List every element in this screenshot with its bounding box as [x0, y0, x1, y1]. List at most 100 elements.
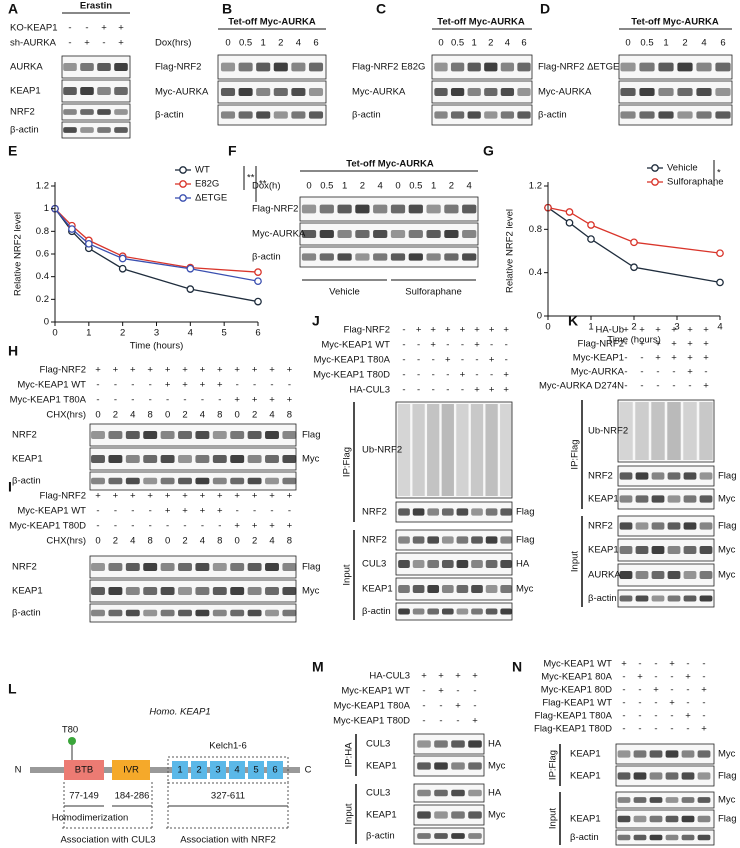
kelch-repeat: [267, 761, 283, 779]
condition-label: Myc-KEAP1 WT: [321, 340, 390, 351]
band: [143, 431, 158, 439]
row-tag: Myc: [302, 586, 320, 597]
point: [84, 239, 93, 248]
row-label: β-actin: [570, 832, 599, 843]
condition-label: Myc-KEAP1 T80A: [334, 701, 411, 712]
condition-mark: +: [130, 491, 136, 502]
band: [696, 111, 712, 119]
smear: [441, 404, 454, 496]
band: [114, 63, 128, 71]
condition-label: Flag-NRF2: [578, 339, 624, 350]
condition-mark: +: [182, 365, 188, 376]
condition-label: Flag-KEAP1 T80D: [534, 724, 612, 735]
legend-label: WT: [195, 165, 210, 176]
band: [620, 88, 636, 96]
condition-mark: +: [687, 325, 693, 336]
condition-mark: 6: [720, 38, 725, 49]
band: [699, 472, 713, 480]
panel-title: Tet-off Myc-AURKA: [228, 17, 316, 28]
chart: E WT E82G ΔETGE 0 0.2 0.4 0.6 0.8 1 1.2 0 1 2 3 4 5 6 Time…: [8, 143, 267, 352]
condition-mark: -: [622, 685, 625, 696]
band: [471, 608, 483, 615]
band: [282, 587, 297, 595]
band: [63, 63, 77, 71]
domain-label: BTB: [75, 765, 93, 776]
condition-mark: -: [624, 339, 627, 350]
band: [633, 834, 647, 841]
condition-mark: -: [656, 381, 659, 392]
condition-mark: 1: [663, 38, 668, 49]
condition-mark: 2: [113, 410, 118, 421]
condition-mark: +: [703, 381, 709, 392]
kelch-repeat: [191, 761, 207, 779]
band: [63, 87, 77, 95]
condition-mark: -: [96, 380, 99, 391]
band: [417, 740, 431, 748]
x-tick-label: 3: [674, 322, 679, 333]
band: [108, 609, 123, 617]
condition-mark: +: [287, 521, 293, 532]
kelch-number: 6: [272, 765, 277, 776]
band: [434, 88, 448, 96]
condition-label: Myc-KEAP1 WT: [17, 380, 86, 391]
band: [683, 522, 697, 530]
band: [434, 811, 448, 819]
band: [681, 834, 695, 841]
condition-label: Myc-KEAP1 80D: [541, 685, 612, 696]
band: [468, 789, 482, 797]
condition-mark: -: [656, 367, 659, 378]
condition-mark: -: [638, 724, 641, 735]
condition-mark: +: [165, 380, 171, 391]
band: [617, 772, 631, 780]
condition-mark: -: [183, 521, 186, 532]
condition-mark: +: [703, 325, 709, 336]
band: [444, 253, 459, 261]
condition-mark: +: [287, 395, 293, 406]
sub-label: Vehicle: [329, 287, 360, 298]
condition-label: Myc-KEAP1 WT: [543, 659, 612, 670]
band: [373, 204, 388, 214]
condition-mark: -: [475, 370, 478, 381]
condition-mark: 2: [449, 181, 454, 192]
x-tick-label: 0: [52, 328, 57, 339]
condition-mark: -: [131, 395, 134, 406]
smear: [619, 402, 633, 460]
band: [471, 585, 483, 593]
condition-label: Dox(hrs): [155, 38, 191, 49]
condition-mark: +: [165, 365, 171, 376]
blot-frame: [299, 246, 479, 268]
point: [118, 264, 127, 273]
row-tag: Myc: [718, 749, 736, 760]
band: [125, 431, 140, 439]
band: [247, 477, 262, 485]
band: [500, 508, 513, 516]
band: [108, 431, 123, 439]
group-label: Input: [344, 803, 355, 824]
band: [617, 815, 631, 823]
condition-label: Myc-KEAP1 WT: [17, 506, 86, 517]
band: [633, 815, 647, 823]
band: [114, 127, 128, 133]
point: [186, 264, 195, 273]
condition-label: HA-CUL3: [349, 385, 390, 396]
band: [500, 62, 515, 72]
condition-mark: 0.5: [640, 38, 653, 49]
x-tick-label: 4: [717, 322, 722, 333]
band: [658, 111, 674, 119]
band: [337, 253, 352, 261]
band: [633, 797, 647, 803]
point: [630, 263, 638, 272]
band: [178, 455, 192, 463]
panel-letter: A: [8, 1, 18, 17]
condition-mark: -: [446, 385, 449, 396]
band: [398, 508, 410, 516]
band: [230, 477, 245, 485]
point: [68, 225, 76, 233]
condition-mark: 4: [269, 410, 274, 421]
band: [649, 834, 663, 841]
kelch-repeat: [248, 761, 264, 779]
row-tag: Myc: [718, 570, 736, 581]
condition-mark: -: [475, 355, 478, 366]
